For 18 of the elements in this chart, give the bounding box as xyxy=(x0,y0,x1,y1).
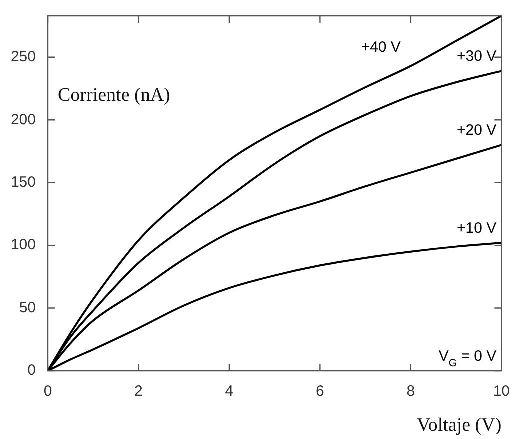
x-axis-title: Voltaje (V) xyxy=(417,415,502,436)
x-tick-label: 8 xyxy=(406,383,416,400)
series-label: +30 V xyxy=(457,48,497,66)
y-tick-label: 100 xyxy=(10,236,36,254)
y-tick-label: 250 xyxy=(10,48,36,66)
x-tick-label: 0 xyxy=(44,383,52,400)
y-axis-title: Corriente (nA) xyxy=(58,85,170,106)
x-tick-label: 10 xyxy=(493,383,510,400)
y-tick-label: 150 xyxy=(10,174,36,191)
series-label: +40 V xyxy=(361,39,401,56)
x-tick-label: 4 xyxy=(225,383,234,400)
x-tick-label: 2 xyxy=(134,383,143,400)
y-tick-label: 200 xyxy=(10,111,36,128)
y-tick-label: 0 xyxy=(28,362,36,380)
x-tick-label: 6 xyxy=(316,383,324,400)
y-tick-label: 50 xyxy=(19,299,36,316)
series-label: +20 V xyxy=(457,122,497,140)
series-label: +10 V xyxy=(457,220,497,238)
